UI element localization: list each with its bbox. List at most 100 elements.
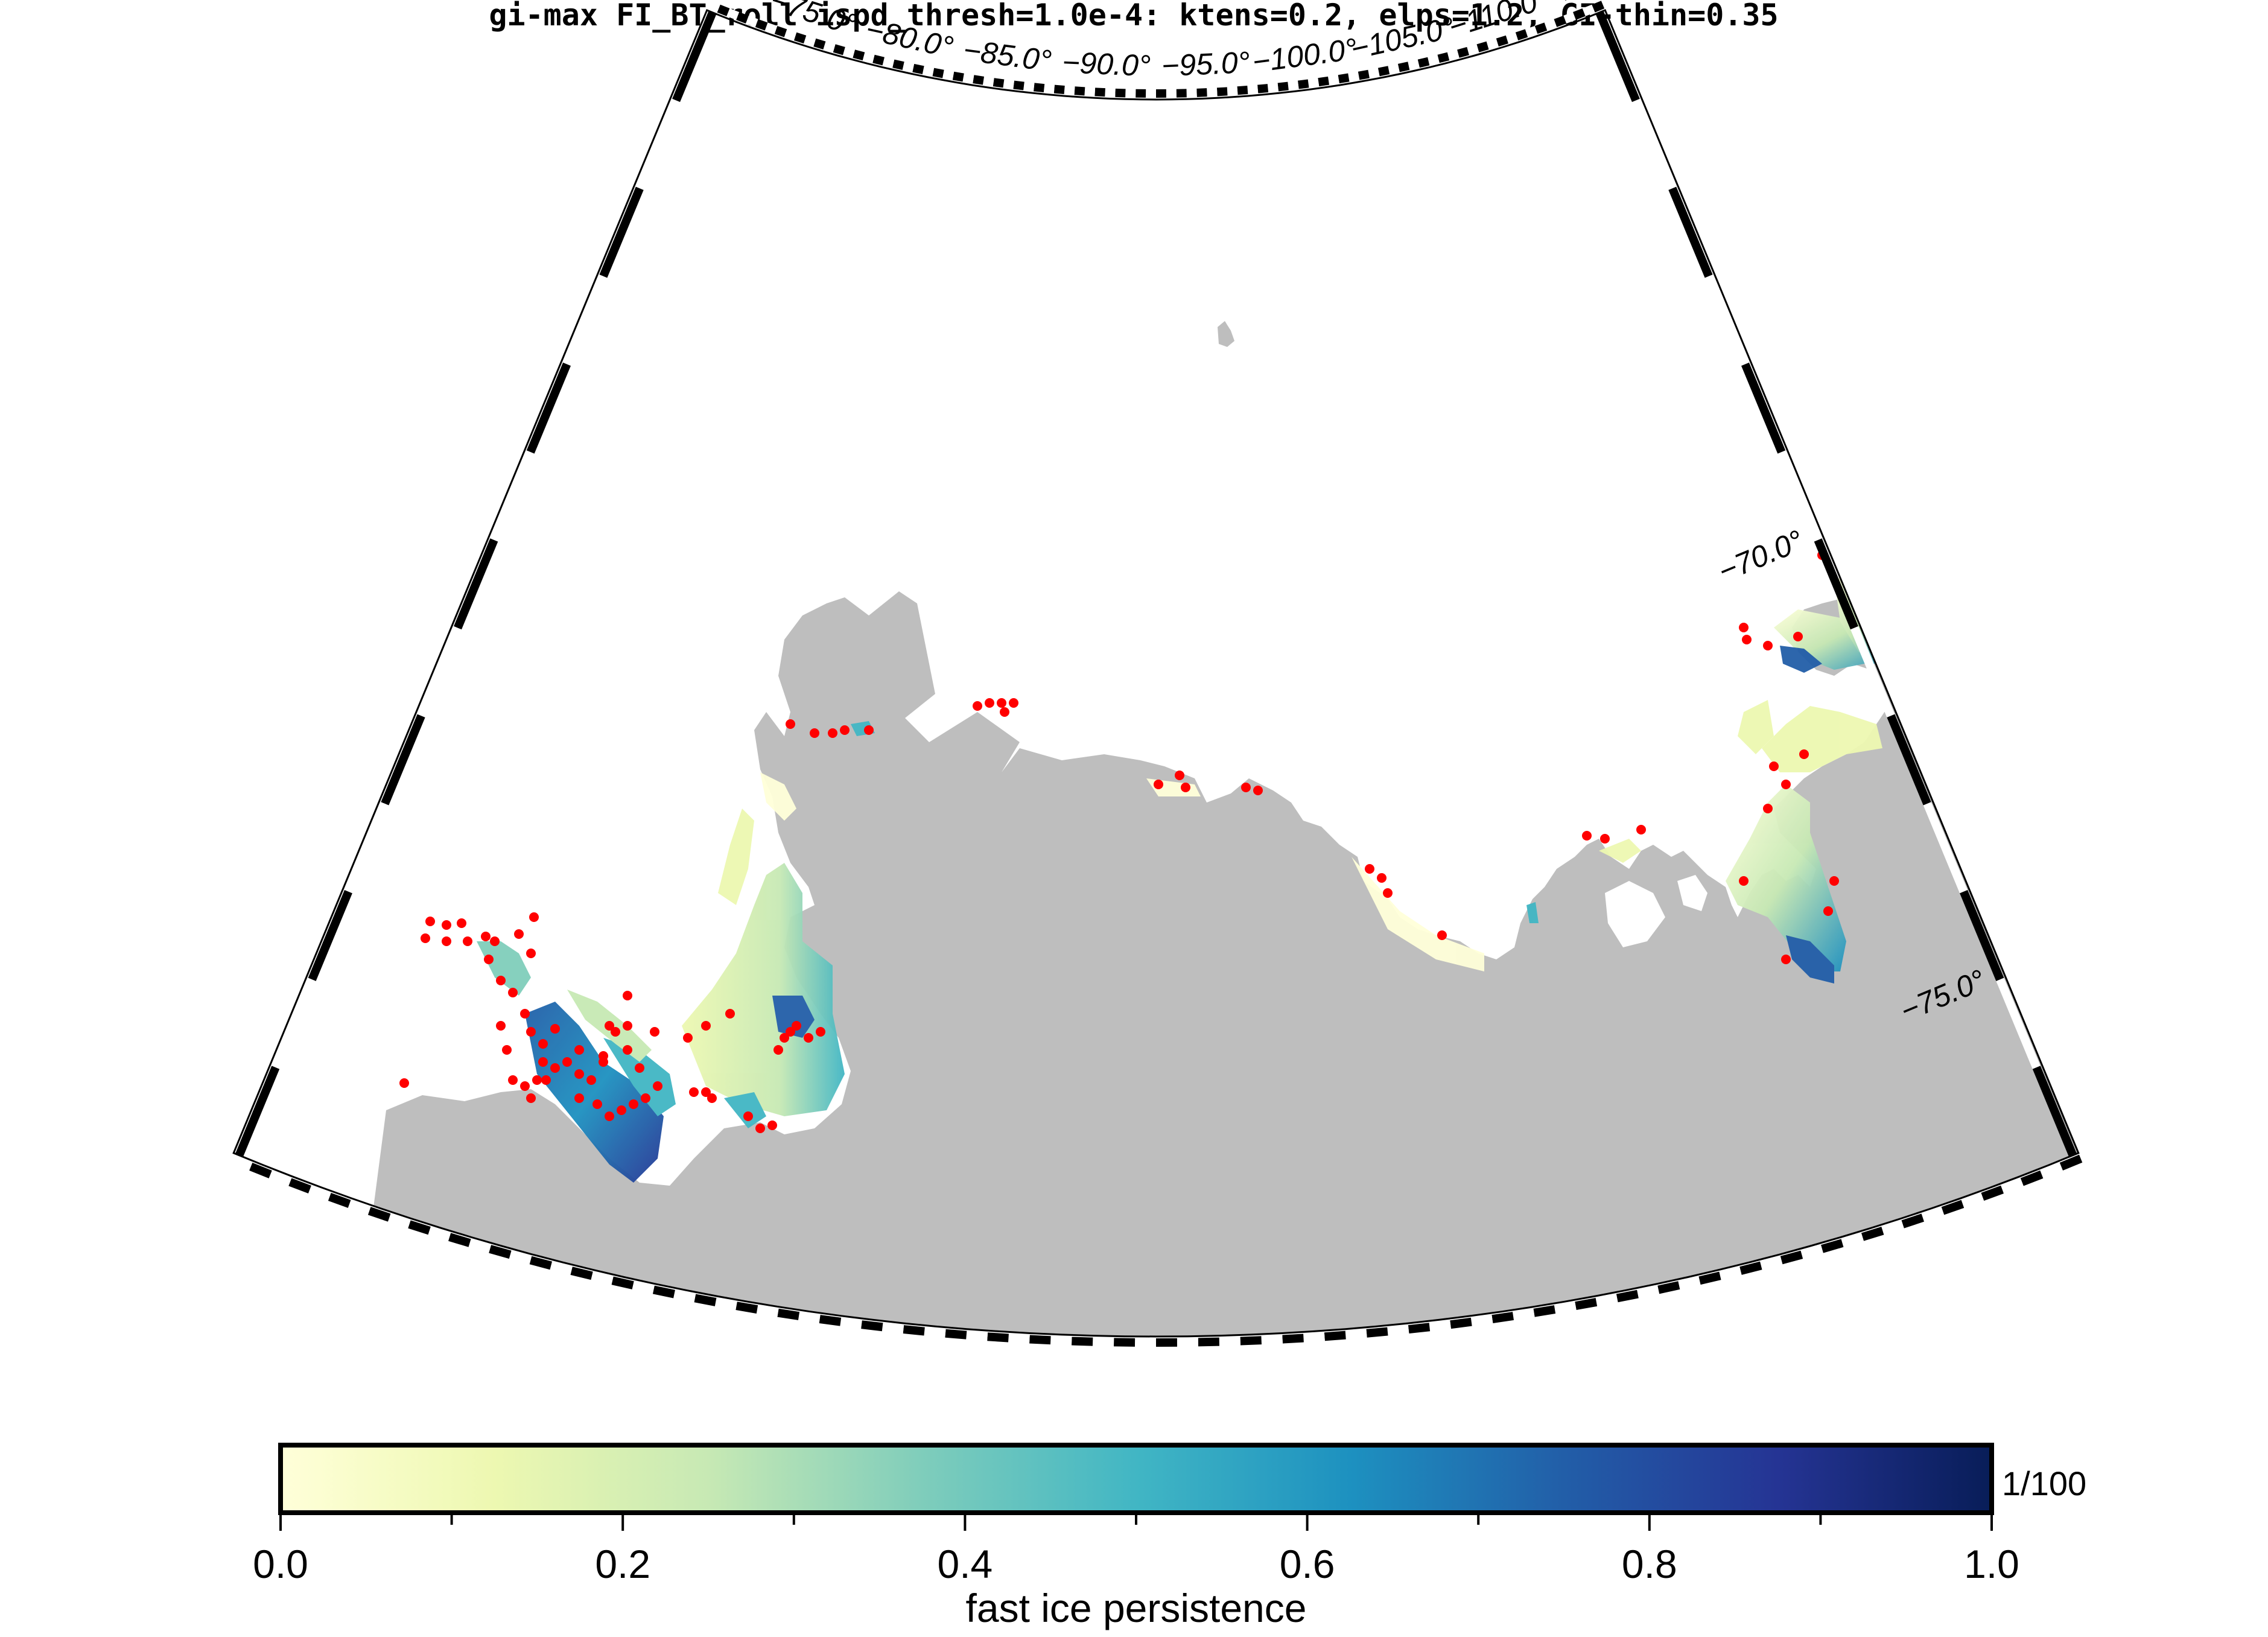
- grounded-iceberg: [683, 1033, 693, 1043]
- grounded-iceberg: [1956, 511, 1966, 521]
- grounded-iceberg: [1181, 783, 1190, 792]
- grounded-iceberg: [1636, 825, 1646, 834]
- frame-segment: [813, 38, 826, 50]
- frame-segment: [1678, 1276, 1701, 1289]
- grounded-iceberg: [526, 949, 536, 958]
- grounded-iceberg: [653, 1081, 662, 1091]
- frame-segment: [1408, 59, 1420, 70]
- frame-segment: [563, 275, 608, 366]
- frame-segment: [1064, 86, 1075, 95]
- frame-segment: [1219, 1337, 1240, 1346]
- frame-segment: [987, 1332, 1009, 1343]
- grounded-iceberg: [1793, 632, 1803, 641]
- grounded-iceberg: [550, 1024, 560, 1034]
- frame-segment: [726, 8, 740, 21]
- frame-segment: [591, 1271, 614, 1285]
- grounded-iceberg: [599, 1057, 608, 1067]
- longitude-label: −85.0°: [961, 33, 1053, 78]
- frame-segment: [1850, 626, 1895, 717]
- frame-segment: [632, 1281, 655, 1294]
- grounded-iceberg: [755, 1124, 765, 1133]
- frame-segment: [1515, 29, 1528, 40]
- grounded-iceberg: [1437, 930, 1447, 940]
- grounded-iceberg: [629, 1099, 638, 1109]
- frame-segment: [735, 1302, 758, 1314]
- frame-segment: [509, 1250, 532, 1265]
- grounded-iceberg: [1742, 635, 1752, 644]
- grounded-iceberg: [623, 1045, 632, 1055]
- frame-segment: [417, 626, 462, 717]
- frame-segment: [1023, 81, 1035, 92]
- frame-segment: [229, 1154, 253, 1171]
- frame-segment: [819, 1315, 842, 1326]
- grounded-iceberg: [743, 1111, 753, 1121]
- colorbar-unit: 1/100: [2002, 1464, 2086, 1502]
- grounded-iceberg: [767, 1120, 777, 1130]
- frame-segment: [736, 11, 749, 24]
- grounded-iceberg: [481, 932, 491, 941]
- frame-segment: [1901, 1213, 1924, 1229]
- frame-segment: [1257, 84, 1269, 94]
- frame-segment: [1512, 1308, 1535, 1320]
- grounded-iceberg: [532, 1075, 542, 1085]
- frame-segment: [1348, 71, 1360, 82]
- frame-segment: [1303, 1332, 1325, 1343]
- frame-segment: [1240, 1336, 1262, 1346]
- frame-segment: [1105, 88, 1116, 97]
- grounded-iceberg: [526, 1093, 536, 1103]
- grounded-iceberg: [1763, 804, 1773, 813]
- grounded-iceberg: [1600, 834, 1610, 844]
- frame-segment: [804, 35, 816, 47]
- frame-segment: [308, 889, 352, 982]
- grounded-iceberg: [1000, 707, 1009, 717]
- grounded-iceberg: [1009, 698, 1018, 708]
- latitude-label: −70.0°: [1714, 524, 1808, 589]
- frame-segment: [798, 1312, 821, 1323]
- frame-segment: [635, 98, 681, 190]
- frame-segment: [912, 63, 924, 75]
- frame-segment: [1324, 1330, 1346, 1341]
- frame-segment: [892, 59, 904, 70]
- grounded-iceberg: [1872, 547, 1881, 557]
- frame-segment: [249, 1162, 272, 1178]
- frame-segment: [1881, 1220, 1904, 1235]
- frame-segment: [1338, 73, 1350, 84]
- frame-segment: [1476, 41, 1489, 52]
- frame-segment: [1505, 32, 1519, 44]
- frame-segment: [1368, 68, 1380, 78]
- grounded-iceberg: [526, 1027, 536, 1037]
- colorbar-tick-label: 0.4: [938, 1542, 993, 1586]
- frame-segment: [1358, 69, 1370, 80]
- grounded-iceberg: [514, 929, 524, 939]
- frame-segment: [1186, 88, 1197, 98]
- frame-segment: [962, 73, 974, 84]
- frame-segment: [793, 32, 807, 44]
- grounded-iceberg: [1823, 906, 1833, 916]
- frame-segment: [1029, 1335, 1051, 1345]
- grounded-iceberg: [605, 1021, 614, 1031]
- grounded-iceberg: [508, 988, 518, 997]
- frame-segment: [673, 1289, 696, 1303]
- grounded-iceberg: [773, 1045, 783, 1055]
- grounded-iceberg: [425, 917, 435, 926]
- frame-segment: [1698, 1271, 1721, 1285]
- frame-segment: [1247, 84, 1259, 95]
- frame-segment: [599, 186, 644, 278]
- frame-segment: [707, 1, 720, 13]
- frame-segment: [272, 977, 316, 1069]
- frame-segment: [755, 19, 768, 31]
- frame-segment: [1216, 87, 1228, 97]
- frame-segment: [1428, 54, 1440, 66]
- colorbar-tick-label: 1.0: [1964, 1542, 2019, 1586]
- grounded-iceberg: [421, 933, 430, 943]
- frame-segment: [1533, 1305, 1556, 1317]
- grounded-iceberg: [538, 1057, 548, 1067]
- frame-segment: [328, 1192, 351, 1208]
- frame-segment: [1345, 1329, 1367, 1340]
- grounded-iceberg: [1799, 749, 1809, 759]
- frame-segment: [833, 44, 845, 56]
- frame-segment: [1923, 802, 1968, 894]
- grounded-iceberg: [562, 1057, 572, 1067]
- frame-segment: [840, 1317, 862, 1329]
- frame-segment: [745, 15, 758, 27]
